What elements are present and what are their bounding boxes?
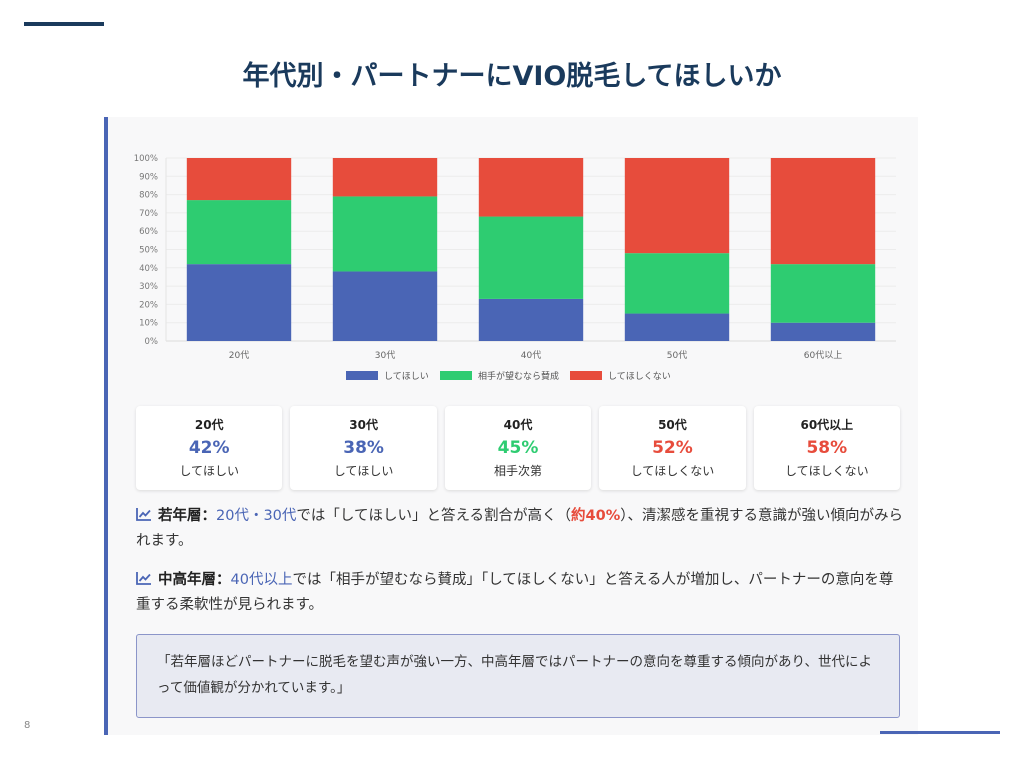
x-tick-label: 60代以上: [804, 350, 842, 361]
insight-young-text1: では「してほしい」と答える割合が高く（: [296, 508, 572, 524]
summary-card: 50代 52% してほしくない: [599, 406, 746, 490]
insight-young-highlight: 20代・30代: [216, 508, 297, 524]
card-value: 52%: [652, 438, 693, 458]
legend-label: してほしい: [384, 371, 429, 382]
bottom-accent-rule: [880, 731, 1000, 734]
y-tick-label: 90%: [139, 172, 158, 182]
content-panel: 0% 10% 20% 30% 40% 50% 60% 70% 80% 90% 100% 20代 30代 4…: [104, 117, 918, 735]
y-tick-label: 50%: [139, 246, 158, 256]
y-tick-label: 10%: [139, 319, 158, 329]
page-number: 8: [24, 720, 31, 731]
summary-card: 20代 42% してほしい: [136, 406, 283, 490]
y-tick-label: 70%: [139, 209, 158, 219]
y-tick-label: 30%: [139, 282, 158, 292]
insight-young-lead: 若年層：: [158, 508, 216, 524]
bar-segment: [770, 158, 876, 265]
legend-swatch: [570, 371, 602, 380]
summary-card: 60代以上 58% してほしくない: [753, 406, 901, 490]
bar-segment: [770, 264, 876, 323]
x-tick-label: 40代: [521, 350, 541, 361]
y-tick-label: 40%: [139, 264, 158, 274]
insight-older: 中高年層：40代以上では「相手が望むなら賛成」「してほしくない」と答える人が増加…: [136, 568, 906, 618]
y-tick-label: 80%: [139, 191, 158, 201]
y-tick-label: 0%: [145, 337, 159, 347]
top-accent-rule: [24, 22, 104, 26]
bar-segment: [332, 158, 438, 197]
bar-segment: [186, 158, 292, 201]
bar-segment: [770, 322, 876, 341]
card-label: してほしくない: [785, 464, 869, 478]
bar-segment: [624, 253, 730, 314]
card-label: してほしい: [333, 464, 394, 478]
card-age: 20代: [194, 418, 224, 432]
chart-line-icon: [136, 505, 152, 521]
bar-segment: [186, 264, 292, 341]
bar-segment: [332, 196, 438, 272]
card-value: 58%: [806, 438, 848, 458]
card-age: 30代: [349, 418, 378, 432]
insight-young-percent: 約40%: [571, 508, 621, 524]
y-tick-label: 100%: [134, 154, 158, 164]
bar-segment: [624, 158, 730, 254]
summary-cards: 20代 42% してほしい 30代 38% してほしい 40代 45% 相手次第 50代 52% して…: [136, 406, 901, 490]
legend-label: してほしくない: [608, 371, 671, 382]
insight-older-highlight: 40代以上: [230, 572, 293, 588]
card-value: 42%: [188, 438, 230, 458]
summary-card: 40代 45% 相手次第: [444, 406, 592, 490]
insight-young-text2: ）、清潔感を重視する意識が強い傾向がみられます。: [136, 508, 904, 549]
card-age: 40代: [503, 418, 533, 432]
bar-segment: [478, 158, 584, 217]
stacked-bar-chart: 0% 10% 20% 30% 40% 50% 60% 70% 80% 90% 100% 20代 30代 4…: [134, 154, 896, 382]
card-label: してほしくない: [630, 464, 715, 478]
legend-swatch: [346, 371, 378, 380]
x-tick-label: 20代: [229, 350, 249, 361]
card-age: 50代: [658, 418, 687, 432]
insight-older-text1: では「相手が望むなら賛成」「してほしくない」と答える人が増加し、パートナーの意向…: [136, 572, 894, 613]
bar-segment: [478, 298, 584, 341]
card-label: 相手次第: [494, 464, 543, 478]
legend-label: 相手が望むなら賛成: [478, 370, 559, 382]
bar-segment: [186, 200, 292, 265]
x-tick-label: 30代: [375, 350, 395, 361]
x-tick-label: 50代: [667, 350, 687, 361]
card-label: してほしい: [179, 464, 240, 478]
card-value: 45%: [497, 438, 539, 458]
summary-quote: 「若年層ほどパートナーに脱毛を望む声が強い一方、中高年層ではパートナーの意向を尊…: [136, 634, 900, 718]
card-value: 38%: [343, 438, 384, 458]
legend-swatch: [440, 371, 472, 380]
bar-segment: [478, 216, 584, 299]
slide-title: 年代別・パートナーにVIO脱毛してほしいか: [242, 61, 782, 92]
bar-segment: [624, 313, 730, 341]
insight-young: 若年層：20代・30代では「してほしい」と答える割合が高く（約40%）、清潔感を…: [136, 504, 906, 554]
y-tick-label: 20%: [139, 300, 158, 310]
card-age: 60代以上: [800, 418, 854, 432]
bar-segment: [332, 271, 438, 341]
chart-line-icon: [136, 569, 152, 585]
y-tick-label: 60%: [139, 227, 158, 237]
insight-older-lead: 中高年層：: [158, 572, 231, 588]
summary-card: 30代 38% してほしい: [290, 406, 437, 490]
